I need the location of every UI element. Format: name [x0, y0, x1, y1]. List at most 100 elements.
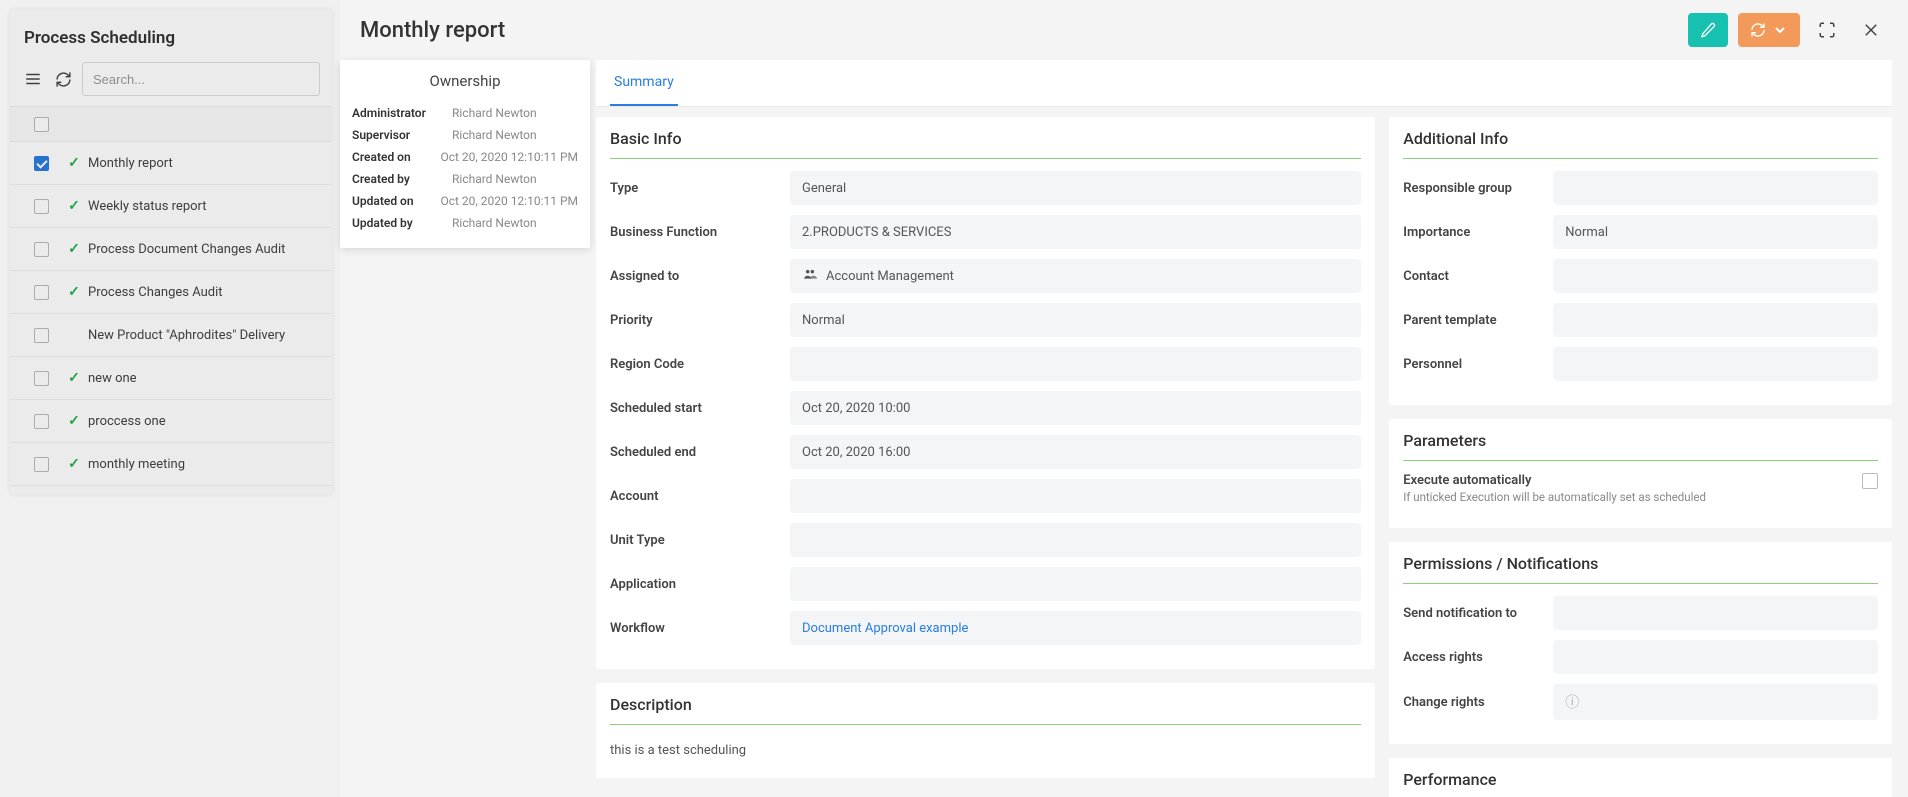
permissions-card: Permissions / Notifications Send notific… [1389, 542, 1892, 744]
search-input[interactable] [93, 72, 309, 87]
business-function-value: 2.PRODUCTS & SERVICES [790, 215, 1361, 249]
ownership-label: Updated on [352, 194, 440, 208]
ownership-label: Updated by [352, 216, 452, 230]
row-checkbox[interactable] [22, 285, 60, 300]
status-icon: ✓ [60, 370, 88, 386]
performance-title: Performance [1403, 770, 1878, 797]
ownership-label: Created by [352, 172, 452, 186]
additional-info-card: Additional Info Responsible group Import… [1389, 117, 1892, 405]
workflow-value[interactable]: Document Approval example [790, 611, 1361, 645]
scheduled-start-label: Scheduled start [610, 401, 790, 416]
search-input-wrap [82, 62, 320, 96]
type-label: Type [610, 181, 790, 196]
row-label: Weekly status report [88, 199, 332, 214]
list-item[interactable]: ✓Process Document Changes Audit [10, 228, 332, 271]
main-content: Summary Basic Info TypeGeneral Business … [596, 60, 1896, 797]
drawer-header: Monthly report [340, 0, 1908, 60]
change-rights-value: ⓘ [1553, 684, 1878, 720]
row-checkbox[interactable] [22, 414, 60, 429]
responsible-group-value [1553, 171, 1878, 205]
drawer-title: Monthly report [360, 18, 1688, 43]
ownership-label: Created on [352, 150, 440, 164]
unit-type-value [790, 523, 1361, 557]
process-list: ✓Monthly report✓Weekly status report✓Pro… [10, 106, 332, 486]
contact-value [1553, 259, 1878, 293]
close-icon[interactable] [1854, 13, 1888, 47]
list-item[interactable]: ✓Weekly status report [10, 185, 332, 228]
importance-label: Importance [1403, 225, 1553, 240]
application-label: Application [610, 577, 790, 592]
row-label: monthly meeting [88, 457, 332, 472]
business-function-label: Business Function [610, 225, 790, 240]
detail-drawer: Monthly report Ownership AdministratorRi… [340, 0, 1908, 797]
workflow-label: Workflow [610, 621, 790, 636]
ownership-value: Richard Newton [452, 106, 578, 120]
panel-toolbar [10, 62, 332, 106]
list-item[interactable]: ✓new one [10, 357, 332, 400]
scheduled-end-label: Scheduled end [610, 445, 790, 460]
sync-dropdown-button[interactable] [1738, 13, 1800, 47]
select-all-checkbox[interactable] [22, 117, 60, 132]
process-scheduling-panel: Process Scheduling ✓Monthly report✓Weekl… [10, 10, 332, 494]
chevron-down-icon [1772, 22, 1788, 38]
status-icon: ✓ [60, 155, 88, 171]
importance-value: Normal [1553, 215, 1878, 249]
row-checkbox[interactable] [22, 328, 60, 343]
performance-card: Performance [1389, 758, 1892, 797]
send-notification-value [1553, 596, 1878, 630]
list-item[interactable]: New Product "Aphrodites" Delivery [10, 314, 332, 357]
list-item[interactable]: ✓Process Changes Audit [10, 271, 332, 314]
region-code-label: Region Code [610, 357, 790, 372]
ownership-card: Ownership AdministratorRichard NewtonSup… [340, 60, 590, 248]
parameters-title: Parameters [1403, 431, 1878, 461]
info-icon: ⓘ [1565, 692, 1579, 712]
ownership-row: Created onOct 20, 2020 12:10:11 PM [352, 146, 578, 168]
execute-auto-note: If unticked Execution will be automatica… [1403, 490, 1862, 504]
ownership-row: SupervisorRichard Newton [352, 124, 578, 146]
list-header [10, 106, 332, 142]
execute-auto-label: Execute automatically [1403, 473, 1862, 488]
ownership-row: Created byRichard Newton [352, 168, 578, 190]
assigned-to-value: Account Management [790, 259, 1361, 293]
scheduled-end-value: Oct 20, 2020 16:00 [790, 435, 1361, 469]
row-checkbox[interactable] [22, 156, 60, 171]
row-checkbox[interactable] [22, 199, 60, 214]
menu-icon[interactable] [22, 68, 44, 90]
basic-info-card: Basic Info TypeGeneral Business Function… [596, 117, 1375, 669]
region-code-value [790, 347, 1361, 381]
basic-info-title: Basic Info [610, 129, 1361, 159]
description-card: Description this is a test scheduling [596, 683, 1375, 778]
ownership-row: Updated byRichard Newton [352, 212, 578, 234]
status-icon: ✓ [60, 456, 88, 472]
status-icon: ✓ [60, 284, 88, 300]
tabs: Summary [596, 60, 1892, 107]
row-checkbox[interactable] [22, 371, 60, 386]
ownership-value: Richard Newton [452, 216, 578, 230]
ownership-value: Oct 20, 2020 12:10:11 PM [440, 150, 578, 164]
application-value [790, 567, 1361, 601]
group-icon [802, 267, 818, 285]
priority-label: Priority [610, 313, 790, 328]
ownership-value: Richard Newton [452, 172, 578, 186]
list-item[interactable]: ✓proccess one [10, 400, 332, 443]
expand-icon[interactable] [1810, 13, 1844, 47]
edit-button[interactable] [1688, 13, 1728, 47]
execute-auto-checkbox[interactable] [1862, 473, 1878, 489]
ownership-label: Supervisor [352, 128, 452, 142]
row-checkbox[interactable] [22, 457, 60, 472]
refresh-icon[interactable] [52, 68, 74, 90]
status-icon: ✓ [60, 241, 88, 257]
tab-summary[interactable]: Summary [610, 60, 678, 106]
row-checkbox[interactable] [22, 242, 60, 257]
list-item[interactable]: ✓monthly meeting [10, 443, 332, 486]
contact-label: Contact [1403, 269, 1553, 284]
list-item[interactable]: ✓Monthly report [10, 142, 332, 185]
access-rights-label: Access rights [1403, 650, 1553, 665]
status-icon: ✓ [60, 413, 88, 429]
assigned-to-text: Account Management [826, 269, 954, 284]
parameters-card: Parameters Execute automatically If unti… [1389, 419, 1892, 528]
ownership-row: Updated onOct 20, 2020 12:10:11 PM [352, 190, 578, 212]
row-label: proccess one [88, 414, 332, 429]
panel-title: Process Scheduling [10, 10, 332, 62]
ownership-value: Richard Newton [452, 128, 578, 142]
